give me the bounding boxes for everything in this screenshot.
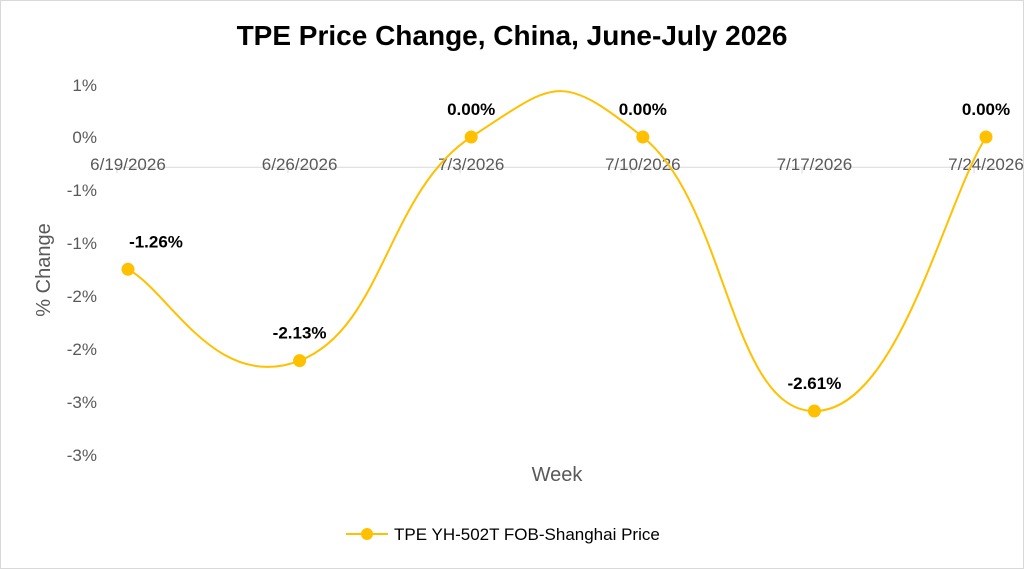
- data-point: [293, 354, 307, 368]
- x-tick-label: 7/10/2026: [605, 155, 681, 174]
- x-tick-label: 7/17/2026: [777, 155, 853, 174]
- data-label: 0.00%: [962, 100, 1010, 119]
- data-label: -2.61%: [787, 374, 841, 393]
- data-label: 0.00%: [447, 100, 495, 119]
- legend: TPE YH-502T FOB-Shanghai Price: [346, 525, 660, 544]
- y-tick-label: -2%: [67, 287, 97, 306]
- data-label: -2.13%: [273, 324, 327, 343]
- data-point: [464, 130, 478, 144]
- y-tick-label: -1%: [67, 181, 97, 200]
- data-point: [121, 262, 135, 276]
- series-line: [127, 90, 987, 413]
- y-tick-label: -3%: [67, 446, 97, 465]
- data-point: [807, 404, 821, 418]
- x-tick-label: 6/26/2026: [262, 155, 338, 174]
- data-label: -1.26%: [129, 232, 183, 251]
- x-tick-label: 6/19/2026: [90, 155, 166, 174]
- y-tick-label: 1%: [72, 76, 97, 95]
- x-tick-label: 7/24/2026: [948, 155, 1024, 174]
- data-point: [636, 130, 650, 144]
- y-tick-label: 0%: [72, 128, 97, 147]
- data-point: [979, 130, 993, 144]
- chart-title: TPE Price Change, China, June-July 2026: [236, 20, 788, 51]
- legend-series-name: TPE YH-502T FOB-Shanghai Price: [394, 525, 660, 544]
- legend-point-marker: [361, 528, 373, 540]
- y-tick-label: -1%: [67, 234, 97, 253]
- y-tick-label: -3%: [67, 393, 97, 412]
- x-axis-title: Week: [532, 464, 584, 486]
- data-label: 0.00%: [619, 100, 667, 119]
- x-tick-label: 7/3/2026: [438, 155, 504, 174]
- y-tick-label: -2%: [67, 340, 97, 359]
- y-axis-title: % Change: [33, 223, 55, 316]
